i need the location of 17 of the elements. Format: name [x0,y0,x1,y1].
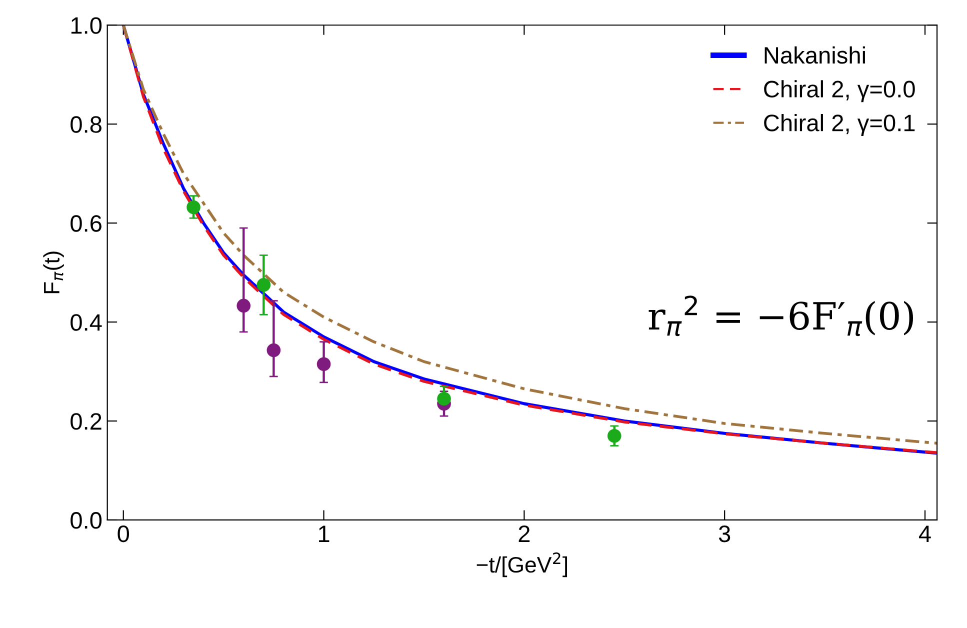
y-tick-label: 0.8 [70,116,102,133]
x-tick-label: 0 [118,525,130,542]
y-tick-label: 0.0 [70,512,102,529]
x-axis-title: −t/[GeV$^{2}$] [476,552,568,578]
y-tick-label: 1.0 [71,17,102,34]
legend-label: Chiral 2, γ=0.0 [764,80,915,102]
y-axis-title: F$_{π}$(t) [43,252,64,294]
x-tick-label: 1 [319,526,330,542]
y-tick-label: 0.4 [70,314,102,331]
y-tick-label: 0.2 [70,413,102,430]
annotation: r$_{π}$$^{2}$ = −6F′$_{π}$(0) [648,296,914,336]
y-tick-label: 0.6 [70,215,102,232]
x-tick-label: 4 [918,526,931,542]
legend-label: Nakanishi [764,46,865,64]
legend-label: Chiral 2, γ=0.1 [764,114,915,136]
x-tick-label: 3 [718,525,730,542]
x-tick-label: 2 [518,525,530,542]
